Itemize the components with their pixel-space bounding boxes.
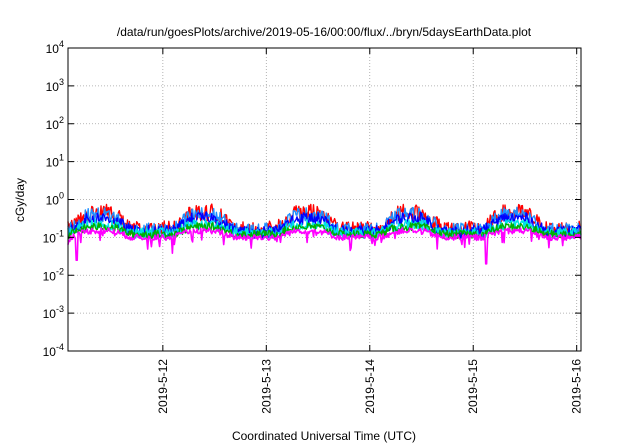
y-tick-label: 104 [46,39,64,56]
plot-frame [67,47,582,352]
y-tick-label: 103 [46,77,64,94]
y-tick-label: 10-2 [43,266,64,283]
chart-title: /data/run/goesPlots/archive/2019-05-16/0… [117,25,532,39]
grid [68,48,581,351]
y-tick-label: 102 [46,115,64,132]
y-axis-label: cGy/day [13,178,27,222]
y-tick-label: 10-4 [43,342,64,359]
x-tick-label: 2019-5-13 [259,359,273,414]
y-tick-label: 10-3 [43,304,64,321]
x-tick-label: 2019-5-16 [570,359,584,414]
x-tick-label: 2019-5-12 [156,359,170,414]
series-line [67,227,582,265]
y-tick-label: 101 [46,153,64,170]
x-tick-label: 2019-5-14 [363,359,377,414]
x-tick-label: 2019-5-15 [466,359,480,414]
x-axis-label: Coordinated Universal Time (UTC) [232,429,416,443]
y-tick-label: 10-1 [43,228,64,245]
y-tick-label: 100 [46,191,64,208]
series-layer [67,203,582,265]
